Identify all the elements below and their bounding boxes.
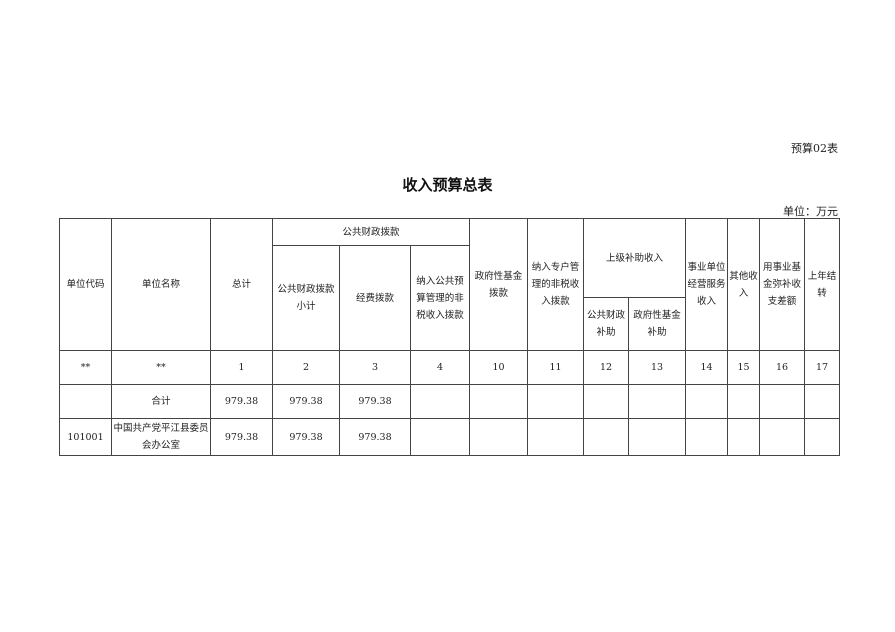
cell: 13 xyxy=(628,350,687,385)
cell xyxy=(527,384,585,419)
header-business: 事业单位经营服务收入 xyxy=(685,218,729,351)
cell xyxy=(759,418,806,456)
cell: 11 xyxy=(527,350,585,385)
header-nontax-public: 纳入公共预算管理的非税收入拨款 xyxy=(409,245,471,351)
cell xyxy=(759,384,806,419)
cell: 979.38 xyxy=(210,418,273,456)
header-code: 单位代码 xyxy=(59,218,112,351)
header-reserve: 用事业基金弥补收支差额 xyxy=(759,218,806,351)
cell: 16 xyxy=(759,350,806,385)
cell: 10 xyxy=(469,350,529,385)
cell xyxy=(727,384,761,419)
cell xyxy=(469,418,529,456)
cell xyxy=(59,384,112,419)
cell: 979.38 xyxy=(339,384,411,419)
cell: 979.38 xyxy=(272,418,340,456)
header-name: 单位名称 xyxy=(111,218,211,351)
header-sup-public: 公共财政补助 xyxy=(583,297,630,351)
cell: 3 xyxy=(339,350,411,385)
cell xyxy=(409,418,471,456)
cell: 17 xyxy=(804,350,841,385)
cell xyxy=(527,418,585,456)
cell: 12 xyxy=(583,350,630,385)
table-row-total: 合计 979.38 979.38 979.38 xyxy=(59,384,841,419)
header-carryover: 上年结转 xyxy=(804,218,841,351)
cell xyxy=(583,418,630,456)
cell: 1 xyxy=(210,350,273,385)
cell: 14 xyxy=(685,350,729,385)
cell xyxy=(685,384,729,419)
page-title: 收入预算总表 xyxy=(402,176,493,194)
cell: 合计 xyxy=(111,384,211,419)
cell xyxy=(628,384,687,419)
cell xyxy=(804,384,841,419)
header-nontax-special: 纳入专户管理的非税收入拨款 xyxy=(527,218,585,351)
header-superior-group: 上级补助收入 xyxy=(583,218,687,298)
cell: 中国共产党平江县委员会办公室 xyxy=(111,418,211,456)
cell xyxy=(685,418,729,456)
cell xyxy=(469,384,529,419)
header-sup-gov-fund: 政府性基金补助 xyxy=(628,297,687,351)
cell: 4 xyxy=(409,350,471,385)
cell: 979.38 xyxy=(339,418,411,456)
header-gov-fund: 政府性基金拨款 xyxy=(469,218,529,351)
header-public-group: 公共财政拨款 xyxy=(271,218,471,246)
cell xyxy=(804,418,841,456)
header-other: 其他收入 xyxy=(727,218,761,351)
header-public-subtotal: 公共财政拨款小计 xyxy=(272,245,340,351)
header-total: 总计 xyxy=(210,218,273,351)
cell: ** xyxy=(111,350,211,385)
cell xyxy=(583,384,630,419)
cell: 979.38 xyxy=(210,384,273,419)
cell: 101001 xyxy=(59,418,112,456)
table-row: 101001 中国共产党平江县委员会办公室 979.38 979.38 979.38 xyxy=(59,418,841,456)
form-number: 预算02表 xyxy=(791,142,838,155)
cell: 979.38 xyxy=(272,384,340,419)
income-budget-table: 单位代码 单位名称 总计 公共财政拨款 政府性基金拨款 纳入专户管理的非税收入拨… xyxy=(59,218,841,456)
cell xyxy=(409,384,471,419)
unit-label: 单位：万元 xyxy=(783,205,838,218)
cell xyxy=(628,418,687,456)
header-funding: 经费拨款 xyxy=(339,245,411,351)
index-row: ** ** 1 2 3 4 10 11 12 13 14 15 16 17 xyxy=(59,350,841,385)
cell: 15 xyxy=(727,350,761,385)
cell xyxy=(727,418,761,456)
cell: 2 xyxy=(272,350,340,385)
cell: ** xyxy=(59,350,112,385)
